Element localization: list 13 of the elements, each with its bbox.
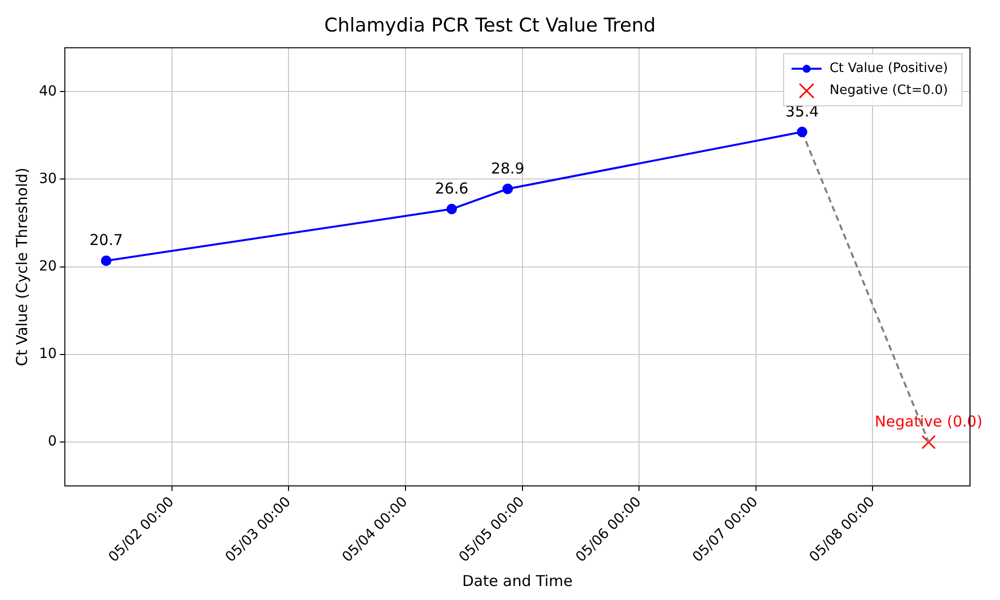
legend-label: Negative (Ct=0.0) (830, 83, 948, 98)
y-axis-title: Ct Value (Cycle Threshold) (12, 168, 31, 366)
y-tick-label: 20 (38, 258, 57, 274)
data-label: 28.9 (490, 159, 524, 178)
y-tick-label: 0 (48, 434, 57, 450)
y-tick-label: 10 (38, 346, 57, 362)
y-tick-label: 40 (38, 83, 57, 100)
y-tick-label: 30 (38, 170, 57, 187)
data-label: 26.6 (435, 179, 468, 198)
chart-title: Chlamydia PCR Test Ct Value Trend (324, 14, 656, 36)
legend-label: Ct Value (Positive) (830, 61, 948, 76)
x-axis-title: Date and Time (462, 572, 573, 590)
data-label: 20.7 (89, 231, 123, 250)
